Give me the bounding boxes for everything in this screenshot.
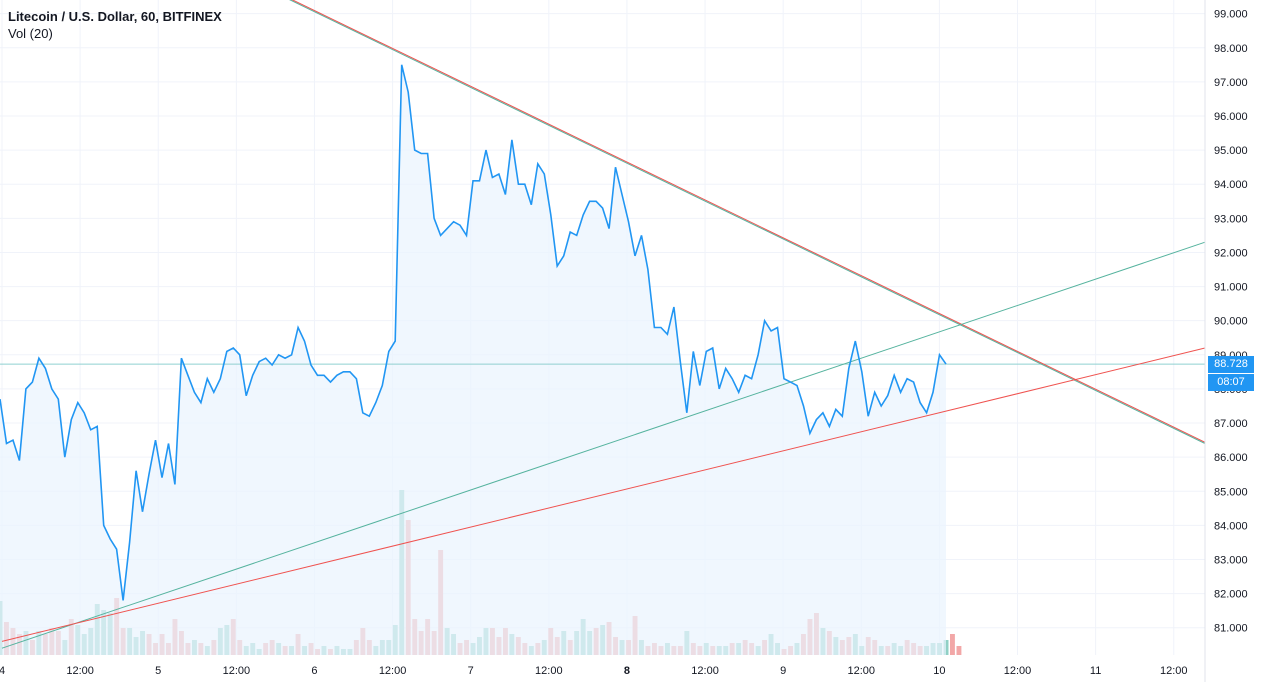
time-tick-label: 12:00: [848, 665, 876, 677]
time-tick-label: 12:00: [691, 665, 719, 677]
last-price-badge: 88.728: [1208, 356, 1254, 373]
volume-bar: [943, 640, 949, 655]
time-tick-label: 6: [311, 665, 317, 677]
volume-bar: [956, 646, 962, 655]
time-tick-label: 12:00: [535, 665, 563, 677]
time-tick-label: 12:00: [66, 665, 94, 677]
price-area: [0, 64, 946, 656]
price-tick-label: 83.000: [1214, 554, 1248, 566]
price-tick-label: 94.000: [1214, 179, 1248, 191]
volume-bar: [950, 634, 955, 655]
price-tick-label: 84.000: [1214, 520, 1248, 532]
time-axis[interactable]: 4 12:00 5 12:00 6 12:00 7 12:00 8 12:00 9 12:00 10 12…: [0, 665, 1188, 677]
time-tick-label: 11: [1090, 665, 1101, 677]
price-tick-label: 95.000: [1214, 145, 1248, 157]
time-tick-label: 12:00: [1160, 665, 1188, 677]
chart-legend: Litecoin / U.S. Dollar, 60, BITFINEX Vol…: [8, 8, 222, 42]
price-tick-label: 87.000: [1214, 418, 1248, 430]
time-tick-label: 10: [933, 665, 945, 677]
time-tick-label: 9: [780, 665, 786, 677]
price-tick-label: 81.000: [1214, 623, 1248, 635]
price-tick-label: 97.000: [1214, 77, 1248, 89]
trendline[interactable]: [1, 241, 1206, 649]
price-tick-label: 98.000: [1214, 43, 1248, 55]
time-tick-label: 4: [0, 665, 5, 677]
trendlines[interactable]: [1, 0, 1206, 649]
time-tick-label: 5: [155, 665, 161, 677]
time-tick-label: 12:00: [223, 665, 251, 677]
price-tick-label: 92.000: [1214, 247, 1248, 259]
volume-indicator-label[interactable]: Vol (20): [8, 26, 53, 41]
price-tick-label: 82.000: [1214, 589, 1248, 601]
price-tick-label: 90.000: [1214, 316, 1248, 328]
price-tick-label: 99.000: [1214, 9, 1248, 21]
time-tick-label: 7: [468, 665, 474, 677]
price-tick-label: 86.000: [1214, 452, 1248, 464]
price-axis[interactable]: 99.000 98.000 97.000 96.000 95.000 94.000 93.0…: [1214, 9, 1248, 635]
price-tick-label: 91.000: [1214, 282, 1248, 294]
price-tick-label: 85.000: [1214, 486, 1248, 498]
trendline[interactable]: [1, 347, 1206, 642]
time-tick-label: 12:00: [379, 665, 407, 677]
trendline[interactable]: [283, 0, 1206, 443]
time-tick-label: 8: [624, 665, 630, 677]
bar-countdown-badge: 08:07: [1208, 374, 1254, 391]
time-tick-label: 12:00: [1004, 665, 1032, 677]
price-tick-label: 96.000: [1214, 111, 1248, 123]
trendline[interactable]: [283, 0, 1206, 444]
symbol-title[interactable]: Litecoin / U.S. Dollar, 60, BITFINEX: [8, 9, 222, 24]
price-line-series: [0, 64, 947, 601]
price-tick-label: 93.000: [1214, 213, 1248, 225]
